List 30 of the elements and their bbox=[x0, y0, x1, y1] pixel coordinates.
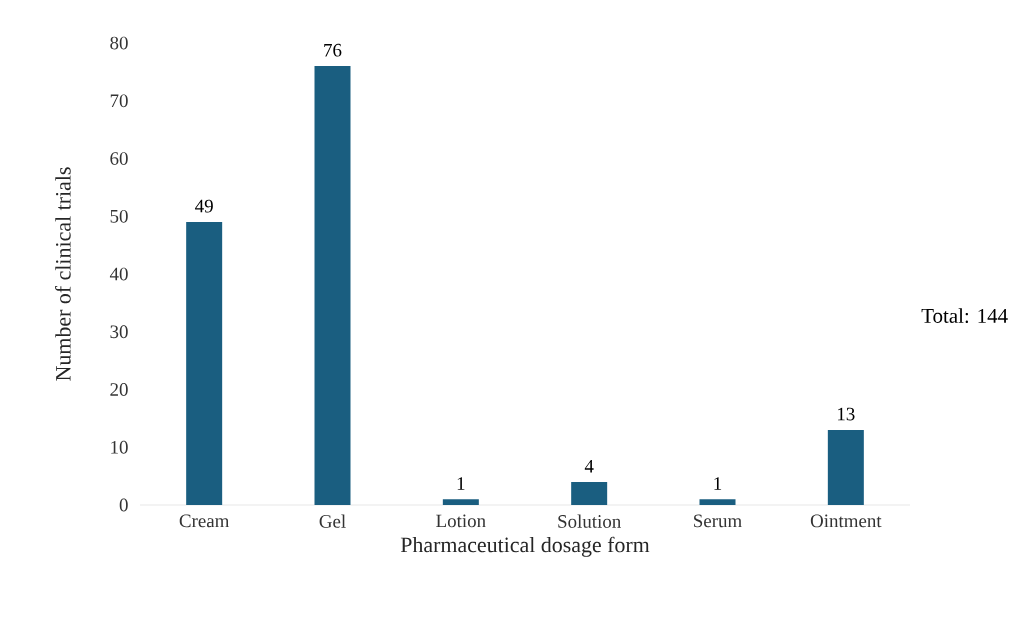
data-label: 4 bbox=[584, 459, 594, 473]
x-tick-label: Solution bbox=[558, 514, 621, 528]
y-tick-label: 70 bbox=[110, 94, 128, 108]
text: Total: 144 bbox=[921, 308, 1008, 323]
x-tick-label: Cream bbox=[179, 514, 230, 528]
data-label: 1 bbox=[457, 477, 465, 490]
x-tick-label: Serum bbox=[694, 514, 742, 528]
data-label: 49 bbox=[195, 199, 213, 213]
bar bbox=[186, 222, 223, 505]
y-tick-label: 10 bbox=[111, 440, 128, 454]
data-label: 13 bbox=[838, 407, 855, 421]
y-tick-label: 30 bbox=[110, 325, 128, 339]
y-tick-label: 20 bbox=[110, 383, 128, 396]
bar bbox=[827, 429, 864, 505]
y-axis-title: Number of clinical trials bbox=[55, 167, 71, 381]
x-tick-label: Gel bbox=[319, 514, 346, 528]
data-label: 1 bbox=[714, 477, 722, 490]
bar bbox=[442, 499, 479, 505]
y-tick-label: 80 bbox=[110, 36, 128, 50]
x-tick-label: Ointment bbox=[810, 514, 882, 528]
x-axis-title: Pharmaceutical dosage form bbox=[400, 536, 650, 557]
x-tick-label: Lotion bbox=[436, 514, 486, 528]
bar bbox=[314, 66, 351, 505]
y-tick-label: 60 bbox=[110, 152, 128, 165]
data-label: 76 bbox=[324, 43, 342, 57]
bar bbox=[699, 499, 736, 505]
y-tick-label: 50 bbox=[110, 209, 128, 223]
bar bbox=[571, 481, 608, 505]
y-tick-label: 40 bbox=[109, 267, 128, 281]
y-tick-label: 0 bbox=[119, 498, 128, 512]
